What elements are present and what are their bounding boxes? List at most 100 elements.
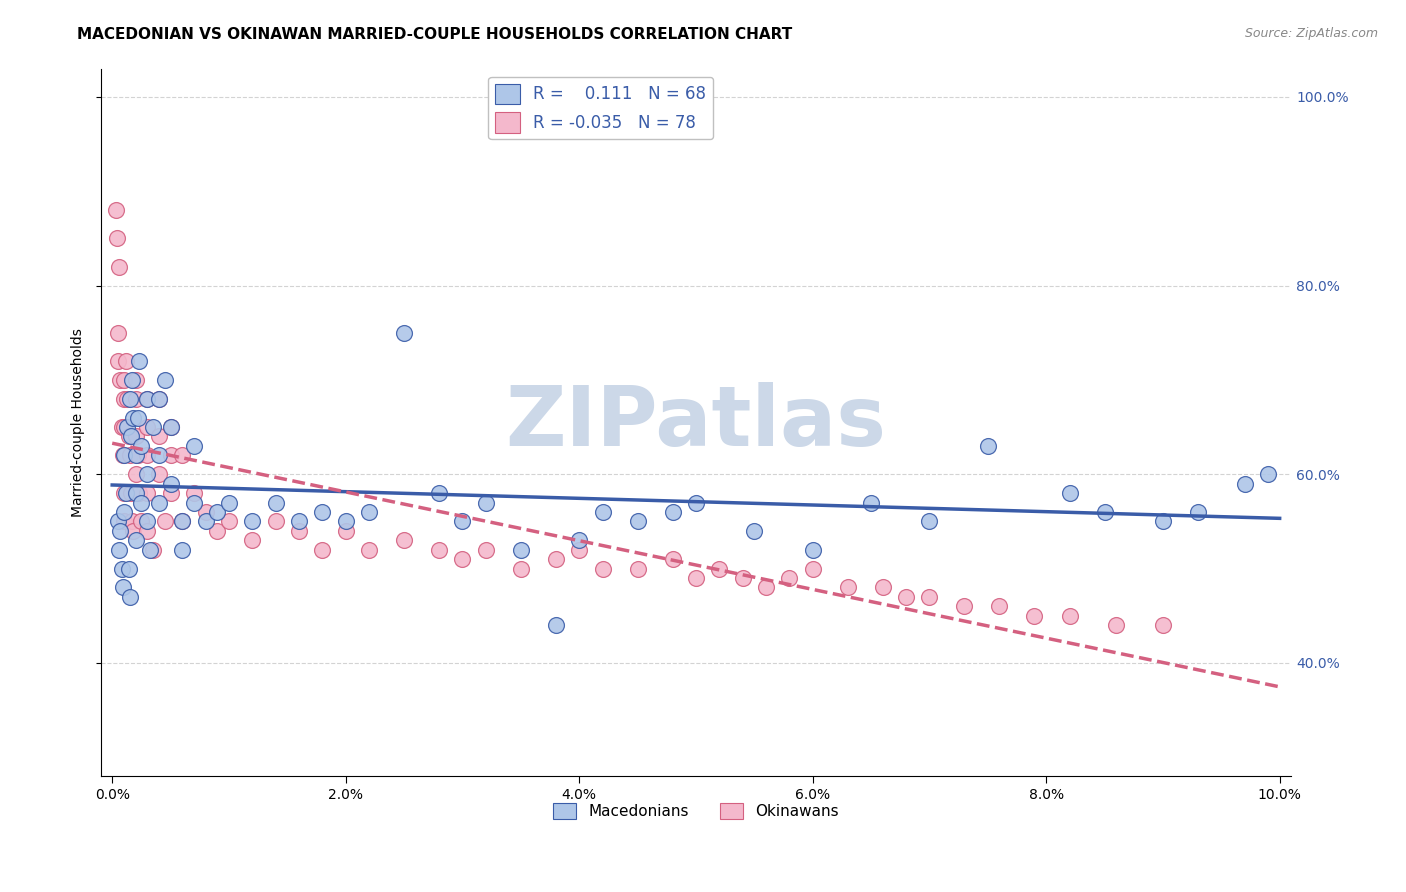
Point [124,429,146,443]
Point [117,561,139,575]
Point [104,202,127,217]
Text: ZIPatlas: ZIPatlas [505,382,886,463]
Point [124,373,146,387]
Point [568,533,591,548]
Legend: Macedonians, Okinawans: Macedonians, Okinawans [547,797,845,825]
Point [159,486,181,500]
Point [110,420,132,434]
Point [427,542,450,557]
Point [120,429,142,443]
Point [311,542,333,557]
Point [264,495,287,509]
Point [977,439,1000,453]
Point [1152,618,1174,632]
Point [475,495,498,509]
Point [731,571,754,585]
Point [111,581,134,595]
Point [118,392,141,406]
Point [183,495,205,509]
Point [121,373,143,387]
Point [117,429,139,443]
Point [801,561,824,575]
Point [801,542,824,557]
Point [124,392,146,406]
Point [148,495,170,509]
Point [709,561,731,575]
Point [159,420,181,434]
Point [136,524,159,538]
Point [592,505,614,519]
Point [142,420,165,434]
Point [860,495,883,509]
Point [124,467,146,482]
Point [128,486,150,500]
Point [207,505,229,519]
Point [127,410,149,425]
Point [172,515,194,529]
Point [159,420,181,434]
Point [136,449,159,463]
Point [918,590,941,604]
Point [142,542,165,557]
Point [742,524,765,538]
Point [112,373,135,387]
Point [108,542,131,557]
Point [1059,608,1081,623]
Point [451,552,474,566]
Point [128,354,150,368]
Point [183,439,205,453]
Point [837,581,859,595]
Point [148,467,170,482]
Point [1257,467,1279,482]
Point [778,571,800,585]
Point [124,533,146,548]
Point [392,533,415,548]
Point [127,449,149,463]
Point [335,515,357,529]
Point [122,524,145,538]
Point [110,561,132,575]
Point [172,515,194,529]
Point [475,542,498,557]
Point [138,542,160,557]
Point [131,515,153,529]
Point [124,486,146,500]
Point [118,590,141,604]
Point [592,561,614,575]
Point [120,486,142,500]
Point [115,354,138,368]
Point [451,515,474,529]
Point [288,515,311,529]
Point [544,552,567,566]
Point [685,495,707,509]
Point [544,618,567,632]
Point [918,515,941,529]
Point [392,326,415,340]
Point [110,373,132,387]
Point [115,486,138,500]
Point [107,326,129,340]
Point [988,599,1011,614]
Point [105,231,128,245]
Point [118,449,141,463]
Point [131,439,153,453]
Point [288,524,311,538]
Point [148,392,170,406]
Point [136,420,159,434]
Point [872,581,894,595]
Point [264,515,287,529]
Point [148,449,170,463]
Point [122,410,145,425]
Point [107,515,129,529]
Point [1105,618,1128,632]
Point [111,449,134,463]
Point [136,486,159,500]
Text: Source: ZipAtlas.com: Source: ZipAtlas.com [1244,27,1378,40]
Point [626,561,648,575]
Point [136,392,159,406]
Point [136,515,159,529]
Point [159,476,181,491]
Point [894,590,917,604]
Point [107,354,129,368]
Text: MACEDONIAN VS OKINAWAN MARRIED-COUPLE HOUSEHOLDS CORRELATION CHART: MACEDONIAN VS OKINAWAN MARRIED-COUPLE HO… [77,27,793,42]
